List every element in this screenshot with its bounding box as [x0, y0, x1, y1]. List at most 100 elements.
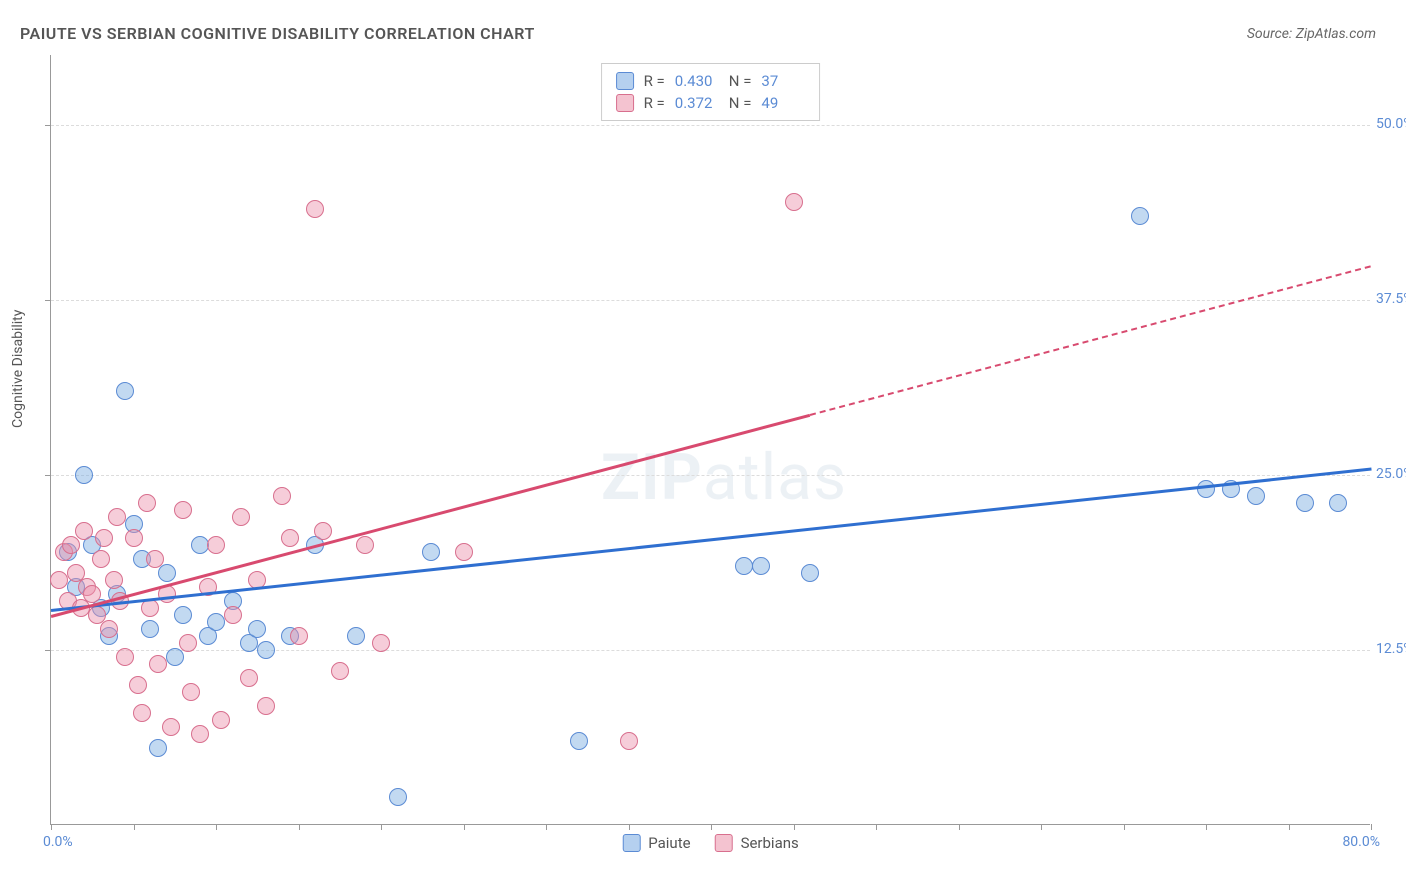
- scatter-point: [455, 543, 473, 561]
- scatter-point: [389, 788, 407, 806]
- scatter-point: [1247, 487, 1265, 505]
- scatter-point: [141, 599, 159, 617]
- scatter-point: [50, 571, 68, 589]
- series-legend: Paiute Serbians: [622, 834, 799, 852]
- x-tick: [1124, 824, 1125, 830]
- scatter-point: [162, 718, 180, 736]
- scatter-point: [146, 550, 164, 568]
- scatter-point: [138, 494, 156, 512]
- scatter-point: [240, 669, 258, 687]
- stats-legend-row: R = 0.430 N = 37: [612, 70, 810, 92]
- scatter-point: [356, 536, 374, 554]
- scatter-point: [232, 508, 250, 526]
- scatter-point: [372, 634, 390, 652]
- watermark: ZIPatlas: [601, 440, 847, 515]
- y-tick-label: 50.0%: [1376, 116, 1406, 132]
- scatter-point: [129, 676, 147, 694]
- x-tick: [876, 824, 877, 830]
- y-tick-label: 12.5%: [1376, 641, 1406, 657]
- legend-swatch: [616, 72, 634, 90]
- scatter-point: [290, 627, 308, 645]
- x-max-label: 80.0%: [1342, 834, 1380, 850]
- x-tick: [711, 824, 712, 830]
- scatter-point: [179, 634, 197, 652]
- scatter-point: [1131, 207, 1149, 225]
- scatter-point: [207, 536, 225, 554]
- scatter-point: [125, 529, 143, 547]
- legend-swatch: [616, 94, 634, 112]
- gridline: [51, 125, 1370, 126]
- y-tick-label: 25.0%: [1376, 466, 1406, 482]
- scatter-point: [191, 725, 209, 743]
- scatter-point: [1296, 494, 1314, 512]
- x-tick: [1206, 824, 1207, 830]
- scatter-point: [735, 557, 753, 575]
- scatter-point: [785, 193, 803, 211]
- scatter-point: [422, 543, 440, 561]
- r-label: R =: [644, 94, 665, 112]
- x-tick: [299, 824, 300, 830]
- scatter-point: [116, 382, 134, 400]
- scatter-point: [1329, 494, 1347, 512]
- scatter-point: [133, 704, 151, 722]
- scatter-point: [182, 683, 200, 701]
- n-value: 49: [761, 94, 805, 112]
- scatter-point: [347, 627, 365, 645]
- scatter-point: [191, 536, 209, 554]
- x-tick: [464, 824, 465, 830]
- n-label: N =: [729, 72, 752, 90]
- y-tick: [45, 650, 51, 651]
- r-value: 0.372: [675, 94, 719, 112]
- x-tick: [381, 824, 382, 830]
- scatter-point: [149, 655, 167, 673]
- scatter-point: [62, 536, 80, 554]
- stats-legend-row: R = 0.372 N = 49: [612, 92, 810, 114]
- scatter-point: [83, 585, 101, 603]
- trend-line-dashed: [810, 265, 1372, 416]
- scatter-point: [75, 466, 93, 484]
- scatter-point: [95, 529, 113, 547]
- x-tick: [629, 824, 630, 830]
- scatter-point: [306, 200, 324, 218]
- y-tick-label: 37.5%: [1376, 291, 1406, 307]
- gridline: [51, 475, 1370, 476]
- x-tick: [546, 824, 547, 830]
- x-tick: [216, 824, 217, 830]
- scatter-point: [314, 522, 332, 540]
- scatter-point: [105, 571, 123, 589]
- scatter-point: [92, 550, 110, 568]
- scatter-point: [141, 620, 159, 638]
- scatter-point: [212, 711, 230, 729]
- r-label: R =: [644, 72, 665, 90]
- scatter-point: [257, 641, 275, 659]
- scatter-point: [752, 557, 770, 575]
- scatter-point: [108, 508, 126, 526]
- scatter-point: [257, 697, 275, 715]
- r-value: 0.430: [675, 72, 719, 90]
- x-tick: [1289, 824, 1290, 830]
- scatter-point: [207, 613, 225, 631]
- scatter-point: [331, 662, 349, 680]
- scatter-point: [1197, 480, 1215, 498]
- series-legend-item: Serbians: [715, 834, 799, 852]
- stats-legend: R = 0.430 N = 37 R = 0.372 N = 49: [601, 63, 821, 121]
- trend-line: [51, 414, 811, 618]
- scatter-point: [166, 648, 184, 666]
- watermark-bold: ZIP: [601, 440, 703, 515]
- legend-swatch: [622, 834, 640, 852]
- trend-line: [51, 468, 1371, 612]
- y-tick: [45, 300, 51, 301]
- scatter-point: [224, 606, 242, 624]
- scatter-point: [75, 522, 93, 540]
- n-value: 37: [761, 72, 805, 90]
- chart-container: PAIUTE VS SERBIAN COGNITIVE DISABILITY C…: [0, 0, 1406, 892]
- scatter-point: [801, 564, 819, 582]
- legend-swatch: [715, 834, 733, 852]
- y-tick: [45, 475, 51, 476]
- watermark-rest: atlas: [703, 440, 847, 515]
- n-label: N =: [729, 94, 752, 112]
- x-tick: [1041, 824, 1042, 830]
- scatter-point: [174, 501, 192, 519]
- series-legend-label: Paiute: [648, 834, 690, 852]
- plot-area: ZIPatlas 12.5%25.0%37.5%50.0%0.0%80.0%R …: [50, 55, 1370, 825]
